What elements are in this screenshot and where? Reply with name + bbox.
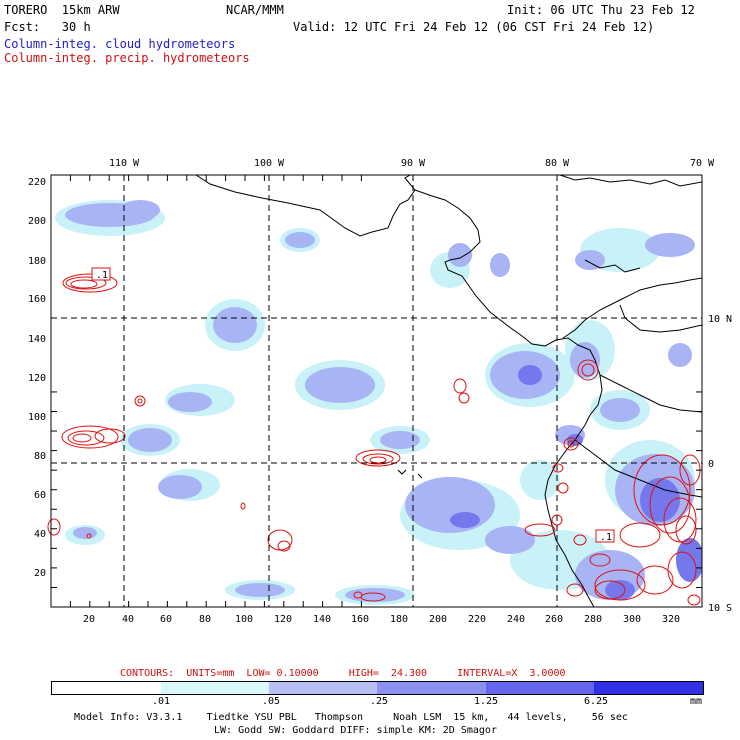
- lat-label: 0: [708, 459, 714, 470]
- longitude-labels: 110 W 100 W 90 W 80 W 70 W: [109, 158, 715, 169]
- graticule: [51, 175, 702, 607]
- colorbar: [51, 681, 704, 695]
- center-title: NCAR/MMM: [226, 3, 284, 17]
- colorbar-segment: [52, 682, 161, 694]
- model-title: TORERO 15km ARW: [4, 3, 120, 17]
- lon-label: 100 W: [254, 158, 285, 169]
- latitude-labels: 10 N 0 10 S: [708, 314, 732, 614]
- model-info-line2: LW: Godd SW: Goddard DIFF: simple KM: 2D…: [214, 725, 497, 736]
- contour-label-2-text: .1: [600, 532, 612, 543]
- lon-label: 70 W: [690, 158, 715, 169]
- colorbar-segment: [269, 682, 377, 694]
- x-tick-label: 220: [468, 614, 486, 625]
- x-tick-label: 200: [429, 614, 447, 625]
- forecast-hour: Fcst: 30 h: [4, 20, 91, 34]
- y-tick-label: 180: [28, 256, 46, 267]
- x-tick-label: 100: [235, 614, 253, 625]
- colorbar-label: .01: [152, 696, 171, 707]
- y-tick-label: 220: [28, 177, 46, 188]
- colorbar-label: .25: [370, 696, 389, 707]
- lat-label: 10 N: [708, 314, 732, 325]
- x-tick-label: 260: [545, 614, 563, 625]
- cloud-hydrometeor-shading: [55, 200, 702, 605]
- lon-label: 90 W: [401, 158, 426, 169]
- x-tick-label: 20: [83, 614, 95, 625]
- tick-marks: [51, 175, 702, 607]
- y-tick-label: 60: [34, 490, 46, 501]
- x-tick-label: 60: [160, 614, 172, 625]
- y-axis-labels: 220 200 180 160 140 120 100 80 60 40 20: [28, 177, 46, 579]
- y-tick-label: 120: [28, 373, 46, 384]
- x-tick-label: 80: [199, 614, 211, 625]
- coastlines: [195, 175, 702, 607]
- colorbar-label: 6.25: [584, 696, 609, 707]
- plot-frame: [50, 174, 703, 608]
- contours-info: CONTOURS: UNITS=mm LOW= 0.10000 HIGH= 24…: [120, 668, 566, 679]
- contour-label-1: .1: [91, 267, 111, 281]
- x-tick-label: 180: [390, 614, 408, 625]
- x-axis-labels: 20 40 60 80 100 120 140 160 180 200 220 …: [83, 614, 680, 625]
- x-tick-label: 300: [623, 614, 641, 625]
- precip-contours: [47, 273, 701, 606]
- x-tick-label: 280: [584, 614, 602, 625]
- x-tick-label: 40: [122, 614, 134, 625]
- x-tick-label: 320: [662, 614, 680, 625]
- colorbar-label: 1.25: [474, 696, 499, 707]
- x-tick-label: 160: [351, 614, 369, 625]
- colorbar-segment: [161, 682, 269, 694]
- lon-label: 110 W: [109, 158, 140, 169]
- y-tick-label: 80: [34, 451, 46, 462]
- init-time: Init: 06 UTC Thu 23 Feb 12: [507, 3, 695, 17]
- y-tick-label: 200: [28, 216, 46, 227]
- y-tick-label: 20: [34, 568, 46, 579]
- valid-time: Valid: 12 UTC Fri 24 Feb 12 (06 CST Fri …: [293, 20, 655, 34]
- x-tick-label: 240: [507, 614, 525, 625]
- colorbar-label: .05: [262, 696, 281, 707]
- y-tick-label: 160: [28, 294, 46, 305]
- field-precip-label: Column-integ. precip. hydrometeors: [4, 51, 250, 65]
- lon-label: 80 W: [545, 158, 570, 169]
- x-tick-label: 140: [313, 614, 331, 625]
- model-info-line1: Model Info: V3.3.1 Tiedtke YSU PBL Thomp…: [74, 712, 628, 723]
- colorbar-segment: [377, 682, 486, 694]
- colorbar-segment: [486, 682, 594, 694]
- y-tick-label: 100: [28, 412, 46, 423]
- y-tick-label: 40: [34, 529, 46, 540]
- lat-label: 10 S: [708, 603, 732, 614]
- colorbar-segment: [594, 682, 703, 694]
- contour-label-2: .1: [595, 529, 615, 543]
- y-tick-label: 140: [28, 334, 46, 345]
- field-cloud-label: Column-integ. cloud hydrometeors: [4, 37, 236, 51]
- contour-label-1-text: .1: [96, 270, 108, 281]
- x-tick-label: 120: [274, 614, 292, 625]
- colorbar-unit: mm: [690, 696, 703, 707]
